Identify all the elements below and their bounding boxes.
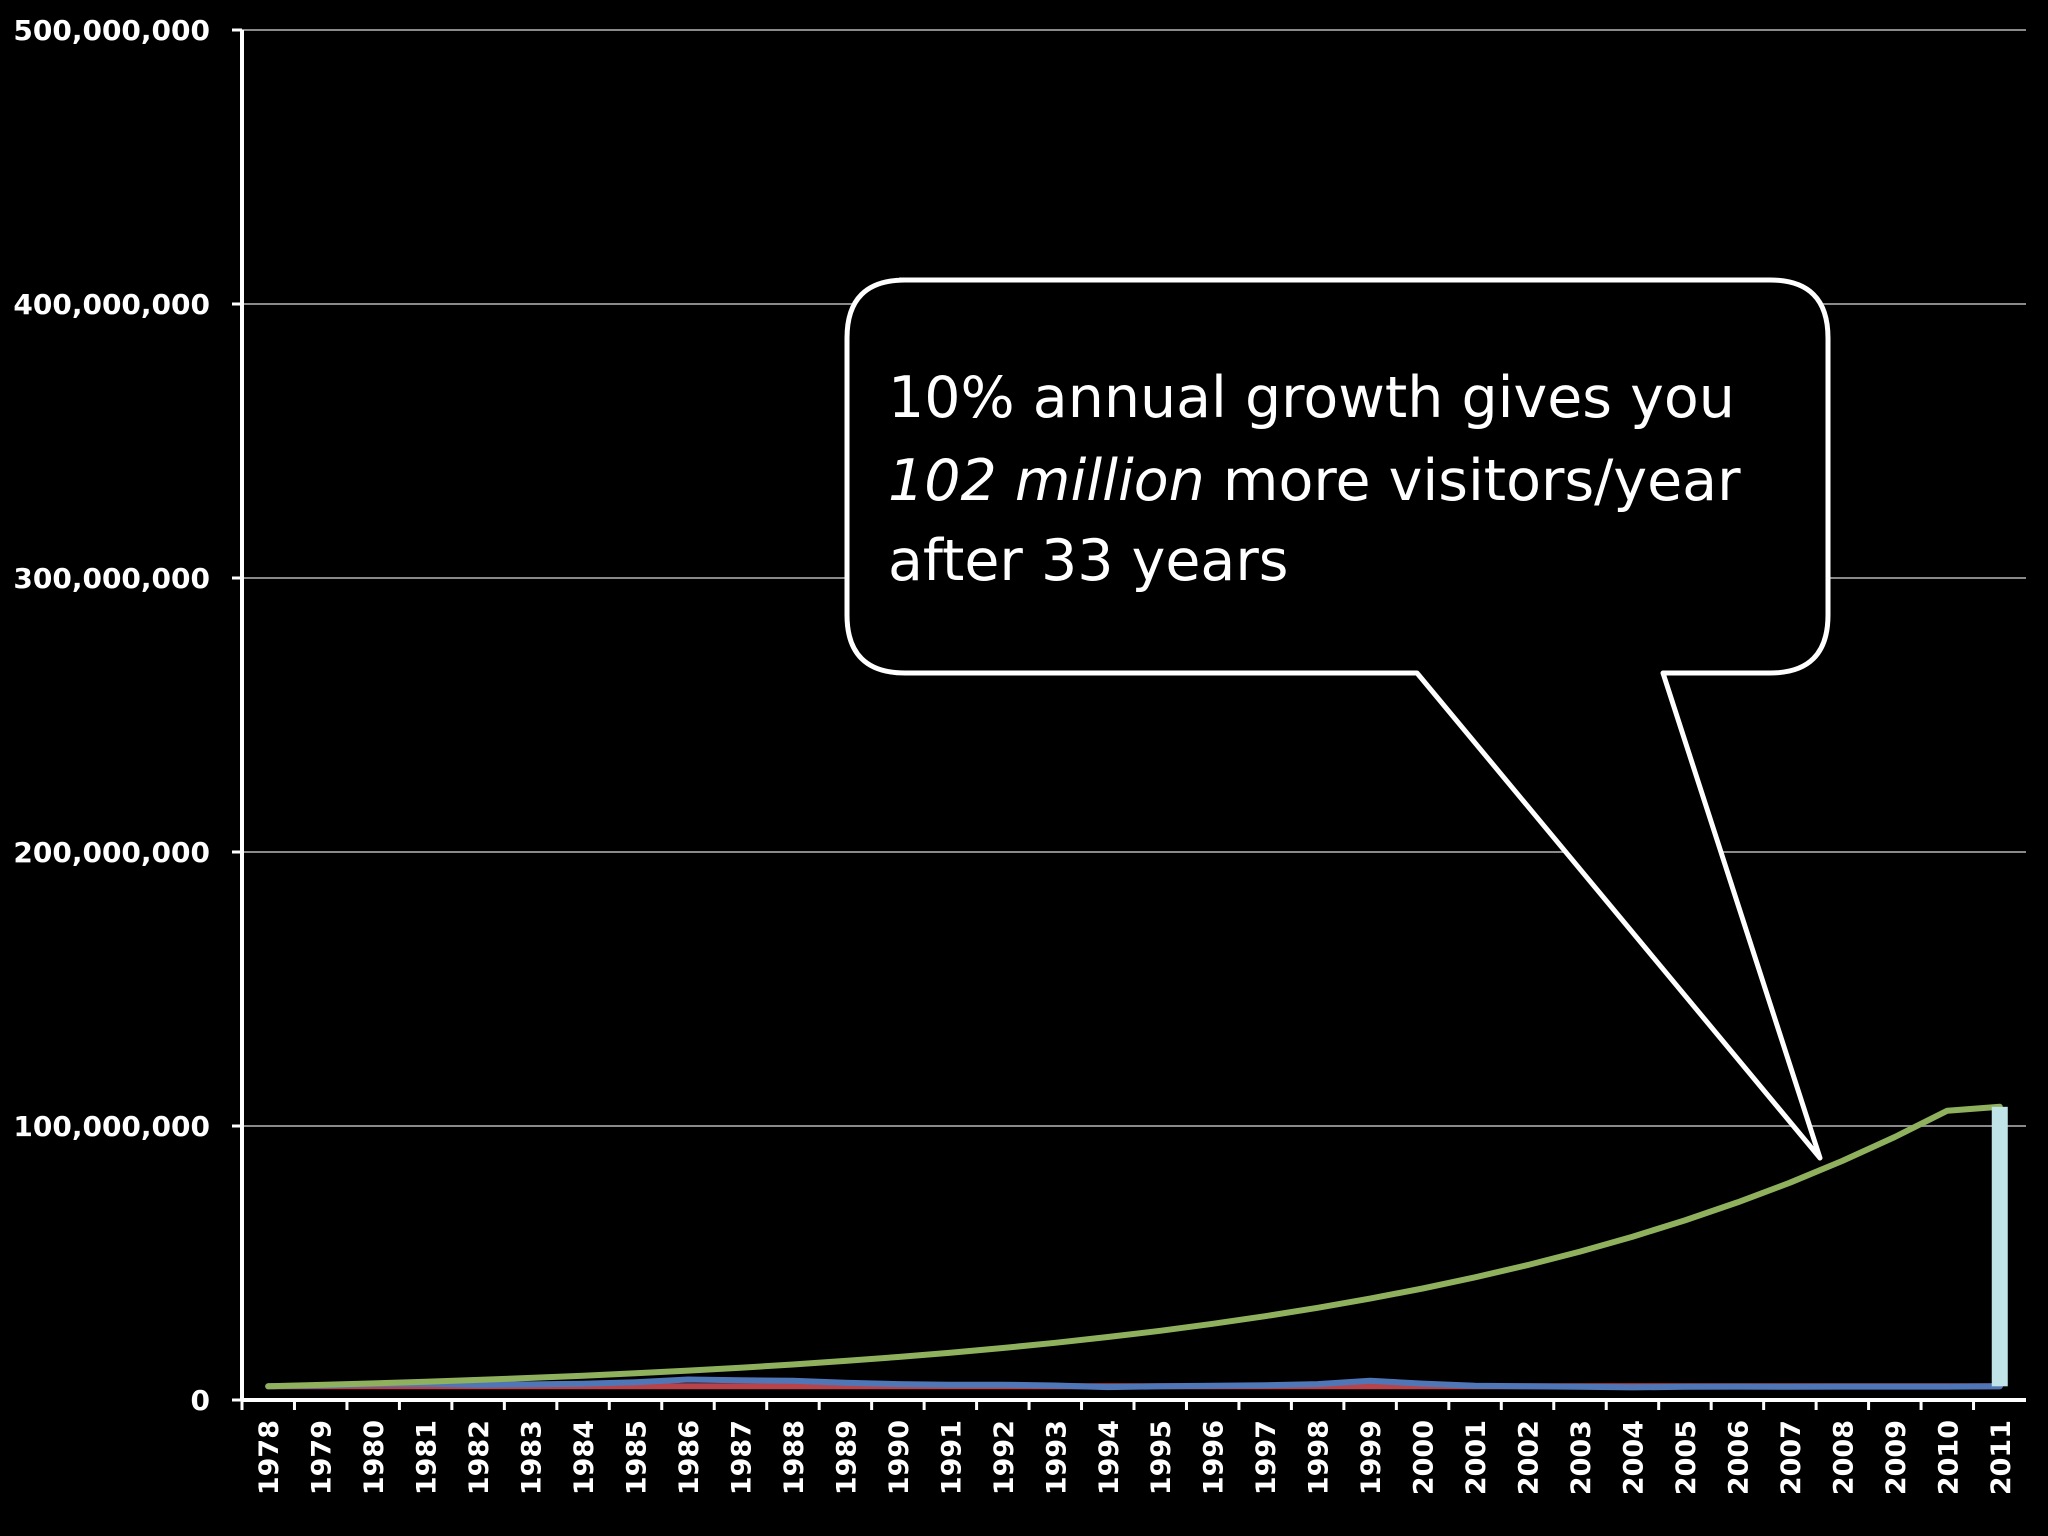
x-tick-label: 1996 (1199, 1420, 1230, 1495)
x-tick-label: 1989 (831, 1420, 862, 1495)
x-tick-label: 2010 (1933, 1420, 1964, 1495)
x-tick-label: 2001 (1461, 1420, 1492, 1495)
x-tick-label: 1986 (674, 1420, 705, 1495)
x-tick-label: 1995 (1146, 1420, 1177, 1495)
x-tick-label: 2009 (1881, 1420, 1912, 1495)
x-tick-label: 1998 (1304, 1420, 1335, 1495)
callout-line-1: 10% annual growth gives you (888, 365, 1735, 431)
y-tick-label: 300,000,000 (13, 562, 210, 595)
x-tick-label: 1992 (989, 1420, 1020, 1495)
series-line-1 (265, 1103, 2003, 1390)
x-tick-label: 2004 (1618, 1420, 1649, 1495)
x-tick-label: 2005 (1671, 1420, 1702, 1495)
x-tick-label: 2000 (1409, 1420, 1440, 1495)
x-tick-label: 1978 (254, 1420, 285, 1495)
x-tick-label: 2011 (1986, 1420, 2017, 1495)
y-tick-label: 500,000,000 (13, 14, 210, 47)
x-tick-label: 1988 (779, 1420, 810, 1495)
growth-gap-bar (1991, 1106, 2008, 1387)
callout-bubble (844, 277, 1831, 1161)
y-tick-label: 200,000,000 (13, 836, 210, 869)
callout-emphasis: 102 million (888, 448, 1205, 514)
x-tick-label: 1999 (1356, 1420, 1387, 1495)
y-axis-ticks: 0 100,000,000 200,000,000 300,000,000 400,00… (13, 14, 242, 1417)
y-tick-label: 400,000,000 (13, 288, 210, 321)
x-axis-ticks: 1978 1979 1980 1981 1982 1983 1984 1985 1986 1987… (240, 1400, 2017, 1495)
callout-line-3: after 33 years (888, 528, 1288, 594)
y-tick-label: 100,000,000 (13, 1110, 210, 1143)
y-tick-label: 0 (191, 1384, 210, 1417)
x-tick-label: 1984 (569, 1420, 600, 1495)
x-tick-label: 1991 (936, 1420, 967, 1495)
x-tick-label: 1994 (1094, 1420, 1125, 1495)
callout-line-2-rest: more visitors/year (1205, 448, 1741, 514)
x-tick-label: 1993 (1041, 1420, 1072, 1495)
x-tick-label: 2003 (1566, 1420, 1597, 1495)
x-tick-label: 1981 (412, 1420, 443, 1495)
x-tick-label: 2007 (1776, 1420, 1807, 1495)
x-tick-label: 1979 (307, 1420, 338, 1495)
series-line-2 (265, 1376, 2003, 1391)
x-tick-label: 1983 (517, 1420, 548, 1495)
x-tick-label: 1980 (359, 1420, 390, 1495)
x-tick-label: 2002 (1514, 1420, 1545, 1495)
x-tick-label: 1990 (884, 1420, 915, 1495)
axes (240, 30, 2026, 1402)
series-lines (265, 1103, 2003, 1391)
x-tick-label: 1997 (1251, 1420, 1282, 1495)
growth-gap (1991, 1106, 2008, 1387)
x-tick-label: 2006 (1723, 1420, 1754, 1495)
x-tick-label: 1987 (726, 1420, 757, 1495)
x-tick-label: 1982 (464, 1420, 495, 1495)
callout-line-2: 102 million more visitors/year (888, 448, 1741, 514)
x-tick-label: 2008 (1828, 1420, 1859, 1495)
x-tick-label: 1985 (622, 1420, 653, 1495)
